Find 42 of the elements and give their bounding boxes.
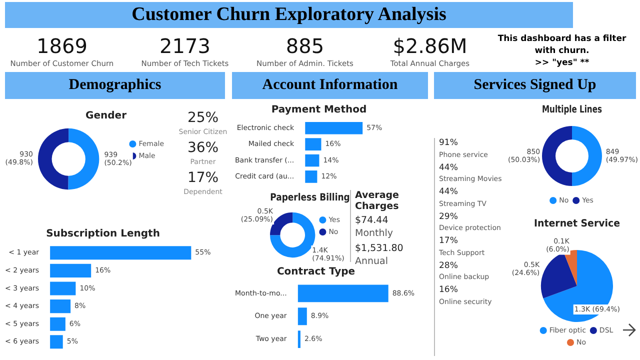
text: Average Charges [355,190,400,212]
text: Annual [355,256,390,268]
text: $2.86M [392,33,468,59]
chart-title: Contract Type [276,266,356,278]
text: 2173 [158,33,212,59]
text: 44% [439,162,459,174]
text: 17% [439,236,459,248]
bar [50,246,192,260]
text: 36% [186,140,220,157]
text: Customer Churn Exploratory Analysis [5,2,573,28]
text: 29% [439,212,459,223]
text: 17% [186,170,220,187]
bar [305,154,320,167]
bar [305,138,322,150]
text: Demographics [5,72,225,99]
bar [305,122,363,134]
chart-title: Payment Method [271,104,367,116]
text: 91% [439,138,459,150]
chart-title: Gender [86,110,127,122]
text: This dashboard has a filter with churn. [496,33,628,57]
chart-title: Paperless Billing [270,192,350,204]
text: Services Signed Up [434,72,636,99]
bar [50,264,92,278]
bar [50,300,71,314]
text: Account Information [232,72,428,99]
text: Monthly [355,228,394,240]
bar [50,282,76,296]
chart-title: Subscription Length [46,228,160,240]
chart-title: Internet Service [534,218,620,230]
text: >> "yes" ** [534,57,590,69]
bar [50,317,66,331]
text: 25% [186,110,220,127]
text: 885 [284,33,326,59]
text: $74.44 [355,215,390,228]
text: 16% [439,285,459,296]
text: 1869 [36,33,88,59]
bar [50,335,63,349]
text: $1,531.80 [355,243,404,256]
chart-title: Multiple Lines [542,104,602,116]
bar [305,170,318,183]
text: 44% [439,187,459,198]
text: 28% [439,260,459,272]
